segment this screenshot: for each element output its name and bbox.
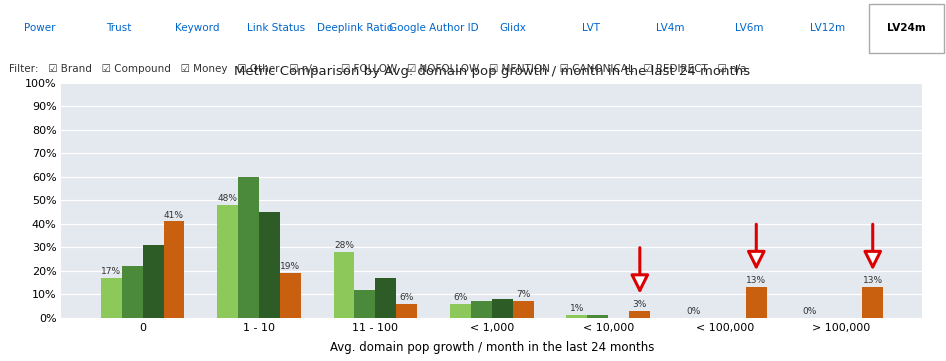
Bar [259, 212, 280, 318]
Text: Link Status: Link Status [247, 23, 305, 33]
Text: LV4m: LV4m [656, 23, 684, 33]
Bar [355, 290, 376, 318]
Text: 13%: 13% [863, 276, 883, 285]
Text: 28%: 28% [334, 241, 354, 250]
Text: Filter:   ☑ Brand   ☑ Compound   ☑ Money   ☑ Other   ☑ n/a       ☑ FOLLOW   ☑ NO: Filter: ☑ Brand ☑ Compound ☑ Money ☑ Oth… [9, 65, 747, 74]
Bar [629, 310, 650, 318]
Text: LV12m: LV12m [810, 23, 846, 33]
Text: Deeplink Ratio: Deeplink Ratio [317, 23, 393, 33]
Text: LV6m: LV6m [735, 23, 763, 33]
Text: 3%: 3% [633, 300, 647, 309]
Title: Metric Comparison by Avg. domain pop growth / month in the last 24 months: Metric Comparison by Avg. domain pop gro… [234, 65, 750, 78]
Bar [376, 278, 396, 318]
Text: Google Author ID: Google Author ID [389, 23, 479, 33]
Bar [100, 278, 122, 318]
Bar [334, 252, 355, 318]
Text: 41%: 41% [164, 210, 184, 219]
Bar [122, 266, 143, 318]
Bar [587, 316, 608, 318]
Bar [567, 316, 587, 318]
Bar [164, 221, 184, 318]
Bar [745, 287, 767, 318]
Bar [471, 301, 492, 318]
Text: LVT: LVT [582, 23, 601, 33]
X-axis label: Avg. domain pop growth / month in the last 24 months: Avg. domain pop growth / month in the la… [330, 341, 654, 354]
Text: 48%: 48% [218, 194, 237, 203]
Bar [238, 177, 259, 318]
Text: 1%: 1% [569, 304, 584, 313]
Bar [280, 273, 301, 318]
Text: Trust: Trust [106, 23, 131, 33]
Bar [396, 304, 417, 318]
Text: LV24m: LV24m [887, 23, 926, 33]
Bar [450, 304, 471, 318]
Text: 6%: 6% [400, 293, 414, 302]
Text: Power: Power [24, 23, 55, 33]
FancyBboxPatch shape [869, 4, 944, 53]
Bar [862, 287, 884, 318]
Text: Keyword: Keyword [175, 23, 219, 33]
Text: Glidx: Glidx [499, 23, 526, 33]
Bar [143, 245, 164, 318]
Text: 7%: 7% [517, 290, 531, 299]
Text: 0%: 0% [802, 307, 817, 316]
Text: 6%: 6% [453, 293, 467, 302]
Bar [217, 205, 238, 318]
Text: 19%: 19% [280, 262, 301, 271]
Text: 0%: 0% [686, 307, 701, 316]
Bar [513, 301, 534, 318]
Text: 17%: 17% [101, 267, 121, 276]
Bar [492, 299, 513, 318]
Text: 13%: 13% [746, 276, 766, 285]
